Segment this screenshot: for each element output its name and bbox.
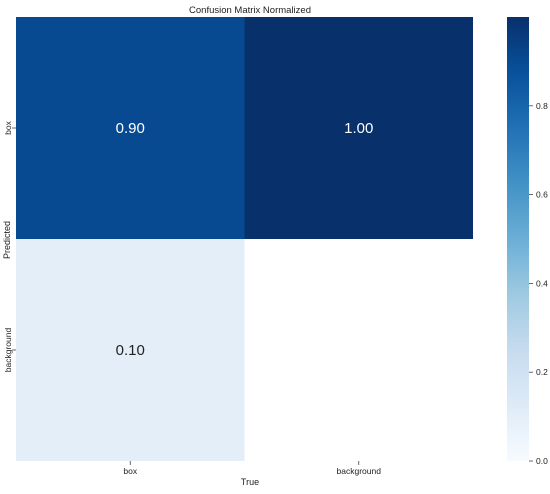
- cell-value-label: 1.00: [344, 120, 373, 137]
- colorbar-tick-label: 0.6: [536, 190, 548, 200]
- colorbar-ticks: 0.0 0.2 0.4 0.6 0.8: [529, 101, 548, 466]
- y-tick-label: box: [3, 120, 13, 134]
- cell-value-label: 0.90: [116, 120, 145, 137]
- heatmap-cell: [16, 239, 245, 461]
- heatmap-cell: [244, 17, 473, 239]
- y-axis-label: Predicted: [2, 221, 12, 259]
- x-axis-label: True: [241, 477, 259, 487]
- colorbar-tick-label: 0.8: [536, 101, 548, 111]
- heatmap-cells: 0.90 1.00 0.10: [16, 17, 473, 461]
- colorbar-tick-label: 0.2: [536, 367, 548, 377]
- cell-value-label: 0.10: [116, 342, 145, 359]
- heatmap-cell: [16, 17, 245, 239]
- heatmap-cell: [244, 239, 473, 461]
- colorbar-tick-label: 0.0: [536, 456, 548, 466]
- chart-title: Confusion Matrix Normalized: [189, 5, 311, 16]
- colorbar: [507, 17, 529, 461]
- x-tick-label: box: [123, 466, 137, 476]
- colorbar-tick-label: 0.4: [536, 278, 548, 288]
- x-tick-label: background: [337, 466, 382, 476]
- y-tick-label: background: [3, 328, 13, 373]
- axis-ticks: box background box background: [3, 120, 381, 476]
